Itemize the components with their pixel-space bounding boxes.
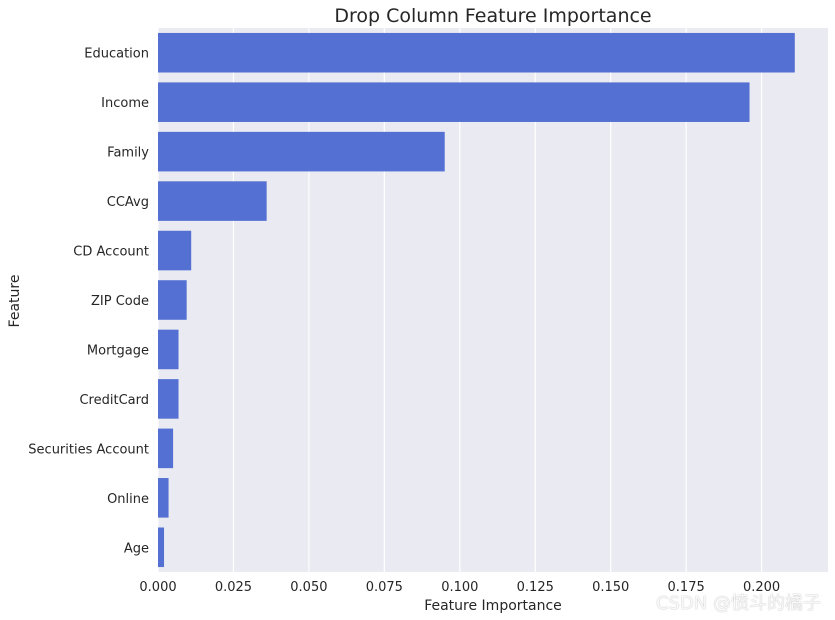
y-tick-label: Family — [107, 146, 149, 161]
x-tick-label: 0.100 — [441, 580, 478, 595]
bar — [158, 428, 174, 469]
y-tick-label: CreditCard — [79, 393, 149, 408]
x-tick-label: 0.050 — [290, 580, 327, 595]
y-tick-labels: Education Income Family CCAvg CD Account ZIP … — [28, 47, 149, 557]
bar — [158, 82, 750, 122]
x-tick-label: 0.125 — [517, 580, 554, 595]
x-tick-labels: 0.000 0.025 0.050 0.075 0.100 0.125 0.150 0.175… — [139, 580, 780, 595]
bar — [158, 478, 169, 518]
bars — [158, 32, 795, 568]
y-tick-label: Online — [107, 492, 149, 507]
bar — [158, 230, 192, 271]
bar — [158, 379, 179, 419]
y-tick-label: Mortgage — [87, 343, 149, 358]
x-tick-label: 0.075 — [366, 580, 403, 595]
y-tick-label: Income — [101, 96, 149, 111]
watermark: CSDN @愤斗的橘子 — [655, 593, 821, 614]
bar — [158, 32, 795, 73]
x-tick-label: 0.200 — [743, 580, 780, 595]
bar — [158, 329, 179, 370]
y-tick-label: CCAvg — [107, 195, 149, 210]
x-axis-label: Feature Importance — [424, 598, 562, 614]
bar — [158, 131, 445, 172]
x-tick-label: 0.025 — [215, 580, 252, 595]
bar — [158, 527, 165, 568]
y-tick-label: ZIP Code — [91, 294, 149, 309]
bar — [158, 280, 187, 320]
chart-title: Drop Column Feature Importance — [334, 5, 651, 27]
x-tick-label: 0.000 — [139, 580, 176, 595]
y-tick-label: Age — [124, 541, 149, 556]
x-tick-label: 0.175 — [668, 580, 705, 595]
y-tick-label: CD Account — [73, 245, 149, 260]
y-axis-label: Feature — [7, 275, 23, 328]
y-tick-label: Securities Account — [28, 442, 149, 457]
x-tick-label: 0.150 — [592, 580, 629, 595]
bar — [158, 181, 267, 221]
y-tick-label: Education — [84, 47, 149, 62]
